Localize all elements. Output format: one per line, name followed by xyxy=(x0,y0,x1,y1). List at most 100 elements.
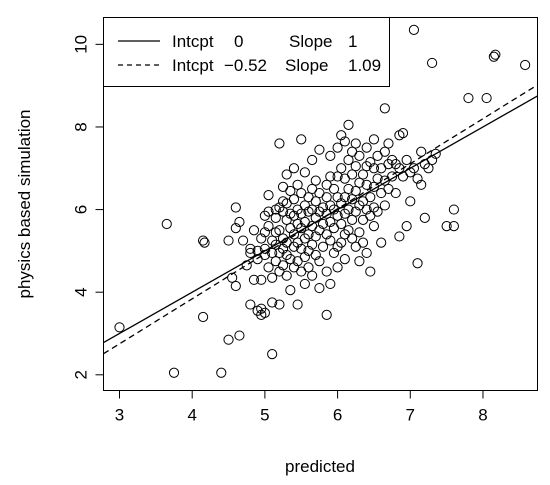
x-tick-label-7: 7 xyxy=(406,406,415,425)
data-point-122 xyxy=(321,192,332,203)
data-point-3 xyxy=(168,367,180,378)
data-point-140 xyxy=(332,210,343,221)
data-point-201 xyxy=(379,200,390,211)
data-point-166 xyxy=(350,185,361,197)
x-tick-label-8: 8 xyxy=(478,406,487,425)
data-point-150 xyxy=(339,192,350,203)
y-axis: 2 4 6 8 10 xyxy=(72,35,104,380)
data-point-31 xyxy=(259,227,270,238)
x-tick-label-6: 6 xyxy=(333,406,342,425)
data-point-154 xyxy=(343,119,354,131)
data-point-17 xyxy=(241,260,252,271)
data-point-194 xyxy=(372,206,383,217)
data-point-181 xyxy=(361,204,372,215)
legend-box xyxy=(103,17,390,87)
data-point-197 xyxy=(376,237,387,248)
data-point-188 xyxy=(368,163,380,174)
y-axis-title: physics based simulation xyxy=(15,110,34,299)
data-point-35 xyxy=(263,190,274,201)
data-point-101 xyxy=(307,154,318,166)
data-point-157 xyxy=(343,204,354,215)
data-point-94 xyxy=(299,251,310,263)
data-point-45 xyxy=(270,212,281,223)
data-point-107 xyxy=(310,175,321,186)
data-point-2 xyxy=(161,218,172,230)
data-point-214 xyxy=(401,154,412,166)
data-point-111 xyxy=(310,249,321,261)
data-point-110 xyxy=(310,231,321,242)
data-point-88 xyxy=(296,243,307,254)
data-point-75 xyxy=(288,229,300,240)
data-point-70 xyxy=(285,254,296,265)
data-point-144 xyxy=(336,163,347,174)
data-point-38 xyxy=(263,262,274,273)
data-point-100 xyxy=(303,262,314,273)
data-point-237 xyxy=(520,59,531,71)
data-point-147 xyxy=(336,237,347,248)
data-point-34 xyxy=(259,307,270,318)
data-point-74 xyxy=(288,210,300,221)
data-point-26 xyxy=(256,233,267,244)
data-point-174 xyxy=(357,169,369,180)
fit-lines xyxy=(103,84,538,355)
data-point-230 xyxy=(441,221,452,232)
data-point-137 xyxy=(332,142,343,153)
data-point-19 xyxy=(245,247,256,259)
data-point-1 xyxy=(114,322,125,333)
data-point-233 xyxy=(463,92,474,104)
data-point-132 xyxy=(325,278,336,290)
data-point-208 xyxy=(390,187,401,199)
data-point-187 xyxy=(368,134,380,145)
x-tick-label-3: 3 xyxy=(115,406,124,425)
data-point-191 xyxy=(368,221,380,232)
data-point-37 xyxy=(263,221,274,232)
data-point-128 xyxy=(325,171,336,182)
data-point-103 xyxy=(307,204,318,215)
data-point-236 xyxy=(490,49,501,60)
data-point-160 xyxy=(347,169,358,180)
data-point-72 xyxy=(288,163,300,174)
data-point-218 xyxy=(408,24,420,35)
data-point-125 xyxy=(321,266,332,277)
data-point-138 xyxy=(332,171,343,182)
data-point-61 xyxy=(281,169,292,180)
data-point-133 xyxy=(328,183,340,195)
data-point-178 xyxy=(361,142,372,153)
y-tick-label-10: 10 xyxy=(72,35,91,54)
data-point-18 xyxy=(245,243,256,254)
data-point-225 xyxy=(419,212,430,223)
data-point-212 xyxy=(397,128,409,139)
data-point-163 xyxy=(347,233,358,244)
x-tick-label-5: 5 xyxy=(260,406,269,425)
data-point-83 xyxy=(292,299,303,310)
data-point-60 xyxy=(277,260,289,271)
data-point-169 xyxy=(354,150,365,161)
x-axis-title: predicted xyxy=(285,457,355,476)
data-point-221 xyxy=(412,258,423,269)
y-tick-label-6: 6 xyxy=(72,205,91,214)
data-point-142 xyxy=(332,262,343,273)
data-point-183 xyxy=(365,156,376,168)
data-point-155 xyxy=(343,154,354,166)
data-point-20 xyxy=(245,299,256,310)
data-point-222 xyxy=(416,146,427,157)
legend-slope-label-1: Slope xyxy=(289,32,332,51)
data-point-231 xyxy=(448,204,459,215)
data-point-66 xyxy=(281,270,292,281)
data-point-131 xyxy=(325,235,336,246)
data-point-119 xyxy=(317,218,329,230)
data-point-199 xyxy=(379,146,390,157)
data-point-106 xyxy=(307,270,318,281)
data-point-156 xyxy=(343,183,354,195)
y-tick-label-4: 4 xyxy=(72,287,91,296)
data-point-21 xyxy=(248,225,260,236)
data-point-153 xyxy=(339,254,350,265)
data-point-43 xyxy=(267,349,278,360)
data-point-223 xyxy=(416,179,427,190)
data-point-67 xyxy=(285,185,296,197)
data-point-177 xyxy=(357,237,369,248)
data-point-172 xyxy=(354,227,365,238)
data-point-217 xyxy=(405,196,416,207)
data-point-232 xyxy=(448,221,459,232)
